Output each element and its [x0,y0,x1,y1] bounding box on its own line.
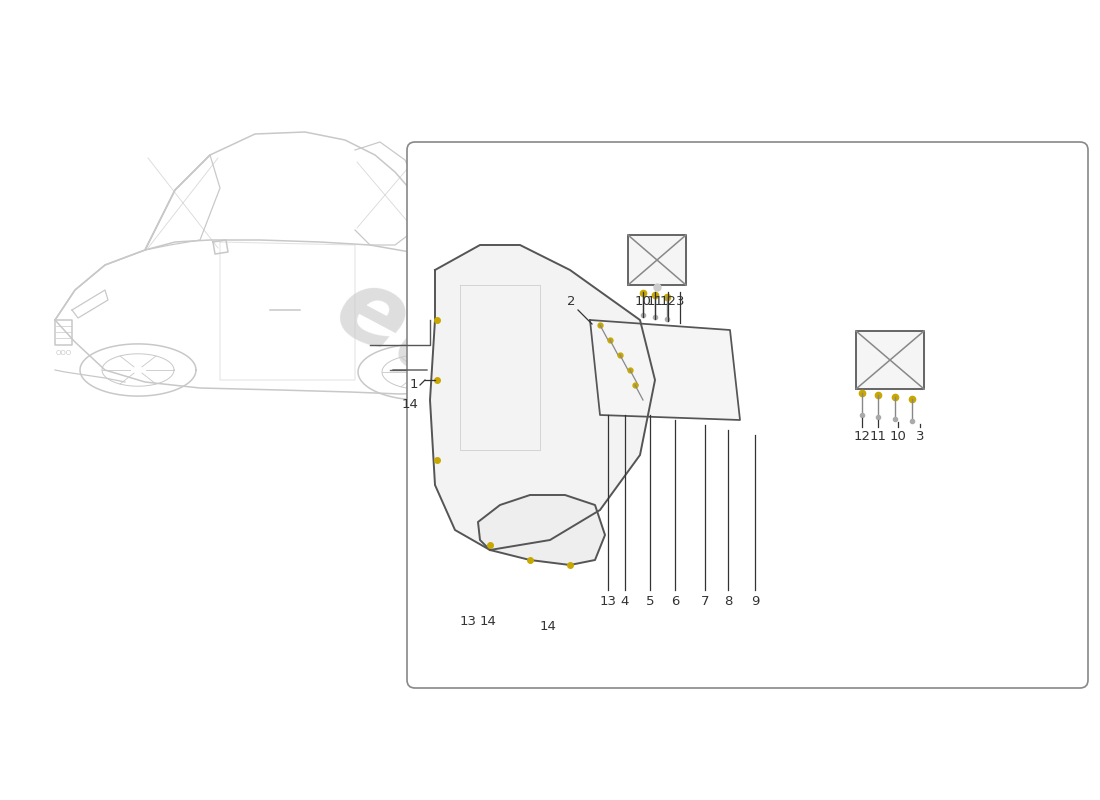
Text: 3: 3 [915,430,924,443]
Text: 13: 13 [460,615,476,628]
Text: 1: 1 [409,378,418,391]
Text: a passion for parts since 1985: a passion for parts since 1985 [460,414,880,656]
Text: 10: 10 [890,430,906,443]
Polygon shape [628,235,686,285]
Text: 4: 4 [620,595,629,608]
Text: 12: 12 [854,430,870,443]
Polygon shape [430,245,654,550]
Text: OOO: OOO [56,350,73,356]
Text: 13: 13 [600,595,616,608]
Text: 5: 5 [646,595,654,608]
Text: eurospares: eurospares [318,258,922,642]
Text: 11: 11 [869,430,887,443]
Text: 8: 8 [724,595,733,608]
Text: 6: 6 [671,595,679,608]
Text: 2: 2 [568,295,576,308]
Text: 9: 9 [751,595,759,608]
Text: 14: 14 [480,615,496,628]
Polygon shape [590,320,740,420]
Text: 12: 12 [660,295,676,308]
Text: 3: 3 [675,295,684,308]
Polygon shape [856,331,924,389]
Text: 14: 14 [402,398,418,411]
Polygon shape [478,495,605,565]
Text: 11: 11 [647,295,663,308]
Text: 10: 10 [635,295,651,308]
FancyBboxPatch shape [407,142,1088,688]
Text: 14: 14 [540,620,557,633]
Text: 7: 7 [701,595,710,608]
